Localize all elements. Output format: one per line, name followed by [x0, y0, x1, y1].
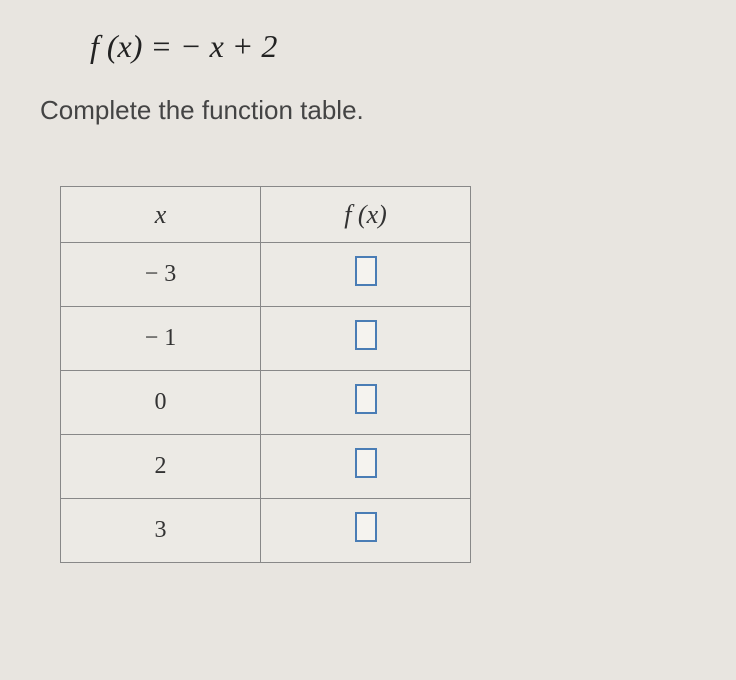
table-row: 3	[61, 499, 471, 563]
table-row: − 3	[61, 243, 471, 307]
answer-input[interactable]	[355, 448, 377, 478]
x-cell: 3	[61, 499, 261, 563]
answer-input[interactable]	[355, 384, 377, 414]
instruction-text: Complete the function table.	[40, 95, 696, 126]
table-row: − 1	[61, 307, 471, 371]
x-cell: 0	[61, 371, 261, 435]
worksheet-page: f (x) = − x + 2 Complete the function ta…	[0, 0, 736, 603]
function-equation: f (x) = − x + 2	[90, 28, 696, 65]
header-x-label: x	[155, 200, 167, 229]
fx-cell	[261, 435, 471, 499]
x-value: 2	[155, 453, 167, 479]
x-cell: 2	[61, 435, 261, 499]
function-table: x f (x) − 3 − 1 0 2 3	[60, 186, 471, 563]
header-fx: f (x)	[261, 187, 471, 243]
header-fx-label: f (x)	[344, 200, 387, 229]
answer-input[interactable]	[355, 512, 377, 542]
answer-input[interactable]	[355, 320, 377, 350]
x-cell: − 3	[61, 243, 261, 307]
table-row: 2	[61, 435, 471, 499]
fx-cell	[261, 307, 471, 371]
x-cell: − 1	[61, 307, 261, 371]
x-value: − 3	[145, 261, 177, 287]
x-value: 3	[155, 517, 167, 543]
header-x: x	[61, 187, 261, 243]
x-value: 0	[155, 389, 167, 415]
fx-cell	[261, 371, 471, 435]
table-header-row: x f (x)	[61, 187, 471, 243]
answer-input[interactable]	[355, 256, 377, 286]
fx-cell	[261, 243, 471, 307]
fx-cell	[261, 499, 471, 563]
table-row: 0	[61, 371, 471, 435]
x-value: − 1	[145, 325, 177, 351]
